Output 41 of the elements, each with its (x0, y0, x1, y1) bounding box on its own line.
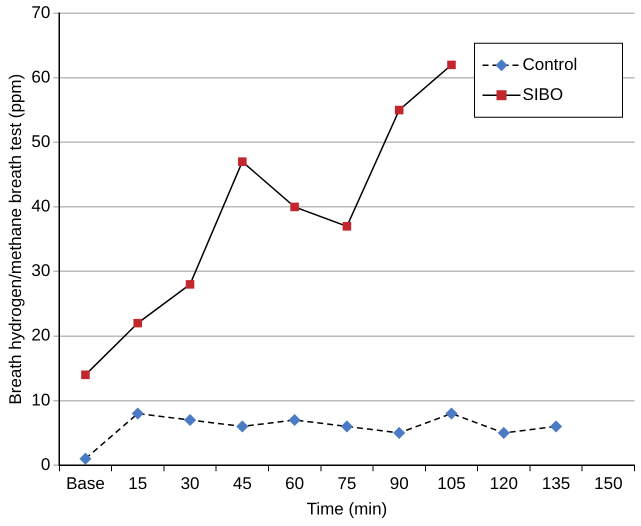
point (342, 222, 352, 231)
point (446, 408, 458, 420)
point (288, 414, 300, 426)
y-tick-label: 20 (31, 326, 50, 345)
legend-label: Control (522, 54, 578, 74)
x-axis-title: Time (min) (306, 499, 388, 518)
y-tick-label: 50 (31, 132, 50, 152)
point (236, 420, 248, 432)
x-tick-label: 150 (594, 474, 623, 494)
y-tick-label: 30 (31, 261, 50, 280)
point (393, 427, 405, 439)
point (290, 202, 299, 212)
x-tick-label: 30 (180, 474, 200, 494)
x-tick-label: 120 (490, 474, 518, 494)
point (132, 408, 144, 420)
x-tick-label: 135 (542, 474, 570, 494)
x-tick-label: 45 (232, 474, 252, 494)
y-tick-label: 10 (31, 390, 50, 410)
point (447, 60, 456, 70)
point (184, 414, 196, 426)
point (498, 427, 510, 439)
y-tick-label: 40 (31, 196, 50, 216)
x-tick-label: 105 (437, 474, 466, 494)
point (550, 420, 562, 432)
legend-label: SIBO (522, 84, 564, 104)
x-tick-label: 15 (128, 474, 148, 494)
point (394, 106, 404, 114)
y-tick-label: 70 (31, 2, 50, 22)
x-tick-label: 90 (390, 474, 409, 494)
point (186, 280, 194, 289)
point (133, 318, 142, 328)
x-tick-label: Base (66, 474, 105, 494)
x-tick-label: 60 (285, 474, 304, 494)
x-tick-label: 75 (337, 474, 356, 494)
point (80, 452, 92, 464)
y-tick-label: 60 (31, 67, 50, 86)
y-axis-title: Breath hydrogen/methane breath test (ppm) (6, 74, 25, 405)
point (341, 420, 353, 432)
y-tick-label: 0 (40, 454, 50, 474)
point (238, 157, 247, 166)
point (81, 370, 90, 380)
